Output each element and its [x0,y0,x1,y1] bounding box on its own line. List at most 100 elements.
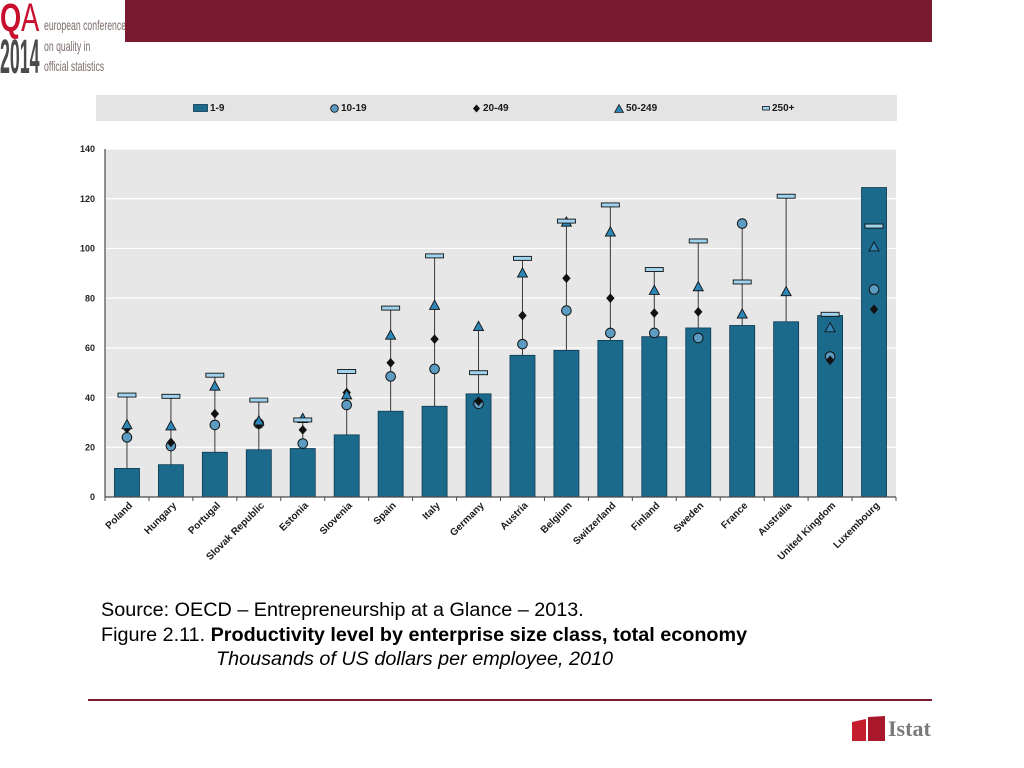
logo-year: 2014 [0,31,40,84]
diamond-20-49-luxembourg [869,304,879,315]
bar-luxembourg [861,187,887,498]
logo-line: on quality in [44,37,91,54]
dash-250--spain [381,305,401,311]
bar-finland [641,336,668,498]
triangle-50-249-austria [516,266,529,278]
circle-10-19-france [736,218,748,229]
logo-mark: QA [0,0,39,38]
x-tick-label: Hungary [143,500,180,537]
x-tick-label: Portugal [187,500,224,537]
productivity-chart: 0 20 40 60 80 100 120 140 Poland Hungary Portugal S… [80,144,897,563]
bar-slovak-republic [245,449,272,498]
x-tick-label: Belgium [539,500,575,536]
circle-10-19-belgium [561,305,572,316]
circle-10-19-poland [121,432,133,443]
x-tick-label: Switzerland [571,500,618,547]
x-tick-label: France [719,500,750,531]
diamond-20-49-portugal [210,408,220,419]
x-tick-label: Slovenia [318,500,355,537]
triangle-50-249-germany [472,320,485,331]
triangle-50-249-slovak-republic [253,414,265,426]
legend-dash-swatch [762,105,770,110]
legend-item-1-9: 1-9 [193,102,224,114]
logo-line: european conference [44,17,127,33]
bar-slovenia [333,434,360,498]
x-tick-label: Luxembourg [832,500,883,551]
diamond-20-49-germany [474,396,483,407]
istat-brand: Istat [888,716,931,741]
bar-spain [377,410,404,498]
bar-poland [114,468,140,498]
diamond-20-49-belgium [562,273,571,284]
x-tick-label: Italy [421,500,443,522]
legend-label: 250+ [772,102,795,114]
y-tick-label: 0 [90,492,95,502]
diamond-20-49-finland [650,308,659,318]
y-tick-label: 60 [85,343,95,353]
circle-10-19-finland [649,327,660,339]
y-tick-label: 120 [80,194,95,204]
dash-250--austria [513,255,532,261]
dash-250--luxembourg [864,223,884,229]
istat-logo-icon [852,716,885,741]
legend-bar-swatch [193,104,208,112]
triangle-50-249-slovenia [340,388,353,400]
legend-item-10-19: 10-19 [330,102,367,114]
dash-250--united-kingdom [820,311,840,317]
circle-10-19-slovenia [341,399,352,411]
triangle-50-249-spain [384,329,397,340]
circle-10-19-austria [517,338,528,350]
legend-label: 20-49 [483,102,509,114]
header-banner [125,0,932,42]
legend-diamond-swatch [473,104,480,112]
x-tick-label: Australia [756,500,794,538]
circle-10-19-spain [385,371,396,382]
bar-france [729,325,756,498]
diamond-20-49-hungary [166,437,176,448]
triangle-50-249-luxembourg [868,240,880,252]
diamond-20-49-sweden [694,307,703,317]
circle-10-19-sweden [692,332,704,344]
triangle-50-249-united-kingdom [824,321,836,333]
conference-logo: QA 2014 european conference on quality i… [0,0,127,84]
bar-belgium [553,349,580,498]
logo-letter-q: Q [0,0,22,40]
legend-label: 10-19 [341,102,367,114]
x-tick-label: Germany [448,500,487,539]
bar-hungary [157,464,184,498]
bar-australia [773,321,800,498]
bar-italy [421,405,448,498]
diamond-20-49-austria [518,310,527,321]
triangle-50-249-france [736,307,748,319]
y-tick-label: 20 [85,442,95,452]
dash-250--poland [117,392,137,398]
dash-250--finland [644,267,664,273]
bar-germany [465,393,492,498]
triangle-50-249-finland [648,284,661,295]
dash-250--belgium [556,218,576,224]
bar-austria [509,354,536,498]
triangle-50-249-australia [780,285,792,297]
bar-estonia [289,448,316,498]
circle-10-19-estonia [297,438,309,449]
bar-sweden [685,327,712,498]
x-tick-label: Sweden [672,500,707,535]
legend-triangle-swatch [614,103,624,113]
x-tick-label: Spain [372,500,399,527]
dash-250--slovak-republic [249,397,269,403]
chart-legend: 1-9 10-19 20-49 50-249 250+ [96,95,897,121]
diamond-20-49-italy [430,334,439,344]
x-tick-label: Estonia [278,500,312,534]
y-tick-label: 40 [85,393,95,403]
triangle-50-249-italy [428,299,441,310]
dash-250--switzerland [600,202,620,208]
triangle-50-249-sweden [692,280,705,292]
diamond-20-49-estonia [298,425,307,435]
y-tick-label: 140 [80,144,95,154]
dash-250--sweden [688,238,708,244]
dash-250--portugal [205,372,225,378]
legend-item-250-plus: 250+ [762,102,795,114]
y-tick-label: 100 [80,244,95,254]
bar-united-kingdom [817,315,844,498]
triangle-50-249-poland [121,418,133,430]
